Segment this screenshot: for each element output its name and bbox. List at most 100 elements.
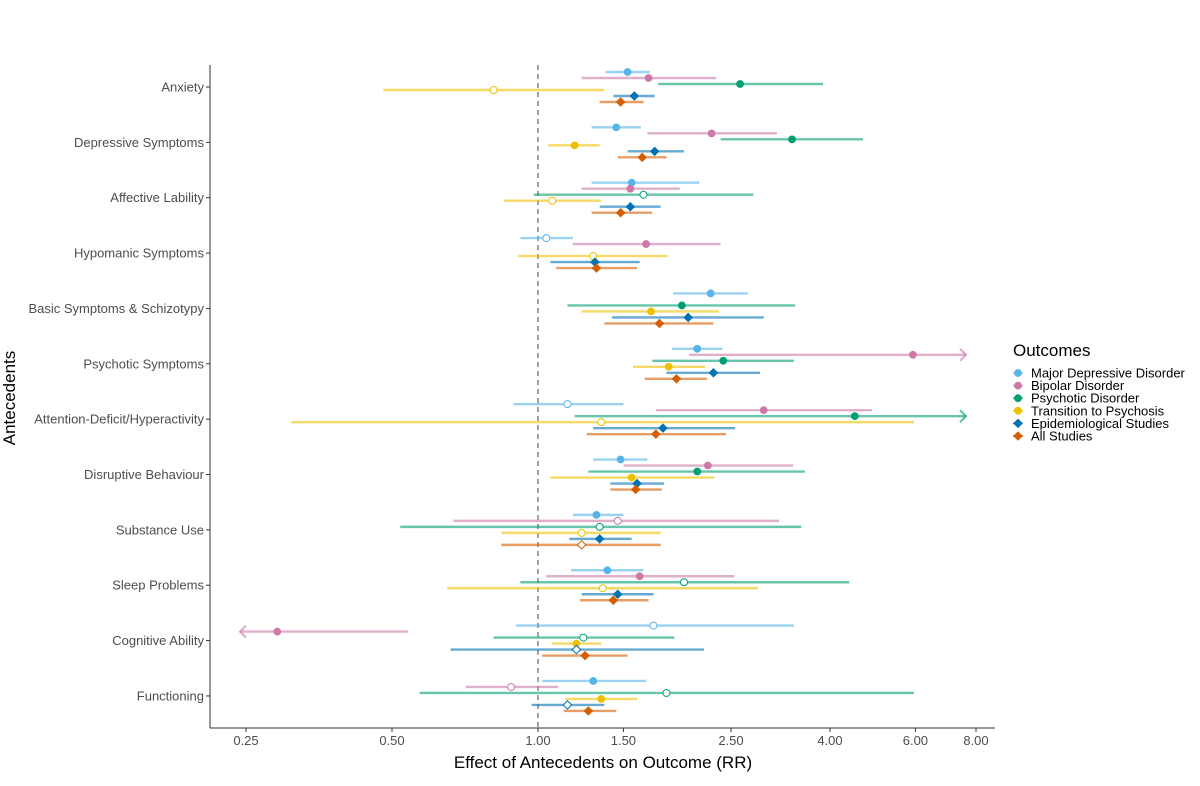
x-tick-label: 6.00	[903, 733, 928, 748]
point-estimate	[680, 578, 688, 587]
point-estimate	[644, 74, 653, 82]
point-estimate	[693, 344, 702, 353]
point-estimate	[637, 152, 647, 163]
x-tick-label: 0.50	[379, 733, 404, 748]
legend-key	[1013, 418, 1023, 429]
legend-label: Major Depressive Disorder	[1031, 366, 1186, 381]
point-estimate	[642, 240, 650, 248]
arrow-right-icon	[959, 409, 968, 423]
point-estimate	[662, 688, 671, 697]
point-estimate	[677, 301, 686, 310]
point-estimate	[683, 312, 693, 323]
point-estimate	[664, 362, 673, 371]
point-estimate	[595, 522, 604, 531]
point-estimate	[630, 484, 641, 495]
point-estimate	[707, 129, 716, 138]
point-estimate	[654, 318, 665, 329]
point-estimate	[562, 700, 573, 710]
legend-key	[1013, 431, 1023, 441]
point-estimate	[635, 572, 644, 581]
point-estimate	[719, 356, 728, 365]
point-estimate	[647, 307, 655, 316]
point-estimate	[542, 234, 551, 243]
x-tick-label: 2.50	[718, 733, 743, 748]
point-estimate	[589, 677, 598, 685]
arrow-left-icon	[238, 624, 247, 639]
row-label: Disruptive Behaviour	[84, 467, 205, 482]
point-estimate	[703, 461, 712, 470]
point-estimate	[612, 589, 623, 600]
point-estimate	[608, 595, 619, 606]
point-estimate	[671, 374, 682, 384]
point-estimate	[616, 455, 625, 464]
legend-key	[1014, 381, 1022, 390]
point-estimate	[627, 473, 636, 482]
point-estimate	[577, 528, 586, 537]
legend-title: Outcomes	[1013, 341, 1090, 360]
row-label: Cognitive Ability	[112, 633, 204, 648]
point-estimate	[658, 423, 668, 433]
point-estimate	[651, 429, 661, 439]
legend-label: All Studies	[1031, 429, 1093, 444]
point-estimate	[613, 516, 622, 525]
point-estimate	[563, 400, 572, 409]
row-label: Hypomanic Symptoms	[74, 246, 205, 261]
row-label: Depressive Symptoms	[74, 135, 205, 150]
x-tick-label: 4.00	[817, 733, 842, 748]
x-tick-label: 1.50	[611, 733, 636, 748]
point-estimate	[591, 263, 602, 273]
x-tick-label: 0.25	[233, 733, 258, 748]
row-label: Attention-Deficit/Hyperactivity	[34, 412, 204, 427]
point-estimate	[580, 650, 590, 661]
point-estimate	[626, 184, 635, 193]
point-estimate	[736, 80, 744, 88]
point-estimate	[759, 406, 768, 415]
point-estimate	[909, 350, 917, 359]
y-axis-title: Antecedents	[0, 351, 19, 446]
point-estimate	[850, 412, 859, 421]
legend-label: Epidemiological Studies	[1031, 416, 1170, 431]
point-estimate	[592, 510, 601, 519]
point-estimate	[576, 539, 587, 550]
legend-label: Transition to Psychosis	[1031, 403, 1165, 418]
point-estimate	[708, 368, 719, 378]
row-label: Basic Symptoms & Schizotypy	[28, 301, 204, 316]
point-estimate	[597, 418, 606, 427]
arrow-right-icon	[959, 348, 968, 362]
point-estimate	[623, 68, 632, 76]
point-estimate	[649, 621, 658, 630]
point-estimate	[788, 135, 796, 144]
legend-key	[1014, 406, 1022, 415]
point-estimate	[625, 201, 636, 212]
row-label: Anxiety	[161, 80, 204, 95]
point-estimate	[273, 627, 282, 636]
row-label: Sleep Problems	[112, 578, 204, 593]
point-estimate	[693, 467, 702, 476]
row-label: Psychotic Symptoms	[83, 356, 204, 371]
legend-label: Bipolar Disorder	[1031, 378, 1125, 393]
legend-key	[1014, 394, 1022, 403]
point-estimate	[612, 123, 621, 132]
point-estimate	[603, 566, 612, 575]
point-estimate	[629, 91, 640, 101]
point-estimate	[598, 584, 607, 593]
point-estimate	[706, 289, 715, 298]
point-estimate	[571, 644, 582, 655]
point-estimate	[489, 86, 498, 94]
point-estimate	[615, 207, 626, 218]
point-estimate	[594, 534, 605, 544]
x-axis-title: Effect of Antecedents on Outcome (RR)	[454, 753, 752, 772]
row-label: Affective Lability	[110, 190, 204, 205]
point-estimate	[649, 146, 660, 157]
row-label: Substance Use	[116, 522, 204, 537]
point-estimate	[597, 695, 606, 703]
point-estimate	[583, 706, 594, 716]
x-tick-label: 8.00	[963, 733, 988, 748]
point-estimate	[548, 196, 557, 205]
row-label: Functioning	[137, 688, 204, 703]
legend-key	[1014, 369, 1022, 377]
point-estimate	[615, 97, 626, 107]
plot-marks	[206, 65, 977, 732]
point-estimate	[570, 141, 579, 150]
